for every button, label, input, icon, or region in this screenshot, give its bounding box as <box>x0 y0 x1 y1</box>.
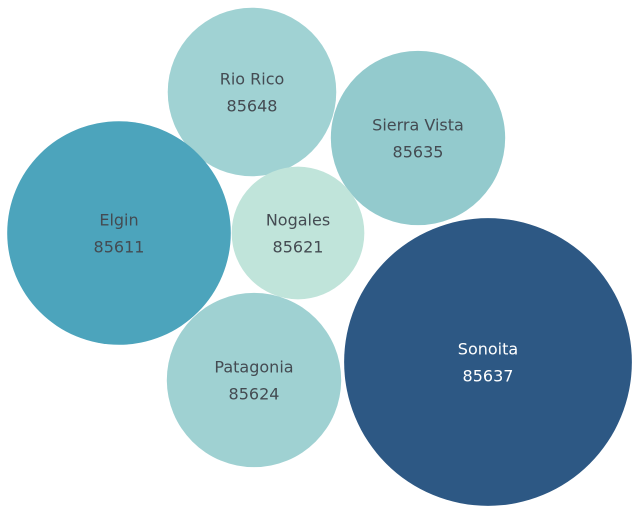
bubble <box>166 292 342 468</box>
bubble-label: 85624 <box>229 385 280 404</box>
bubble-label: 85635 <box>393 143 444 162</box>
bubble-name: Patagonia <box>214 358 293 377</box>
bubble <box>167 7 337 177</box>
bubble-label: 85637 <box>463 367 514 386</box>
bubble-name: Nogales <box>266 211 330 230</box>
bubble-label: 85648 <box>227 97 278 116</box>
bubble-name: Rio Rico <box>220 70 285 89</box>
bubble <box>344 218 632 506</box>
bubble <box>231 166 365 300</box>
bubble-name: Sierra Vista <box>372 116 464 135</box>
bubble-name: Elgin <box>99 211 138 230</box>
bubble <box>330 50 506 226</box>
bubble <box>7 121 231 345</box>
bubble-name: Sonoita <box>458 340 518 359</box>
bubble-label: 85621 <box>273 238 324 257</box>
bubble-label: 85611 <box>94 238 145 257</box>
